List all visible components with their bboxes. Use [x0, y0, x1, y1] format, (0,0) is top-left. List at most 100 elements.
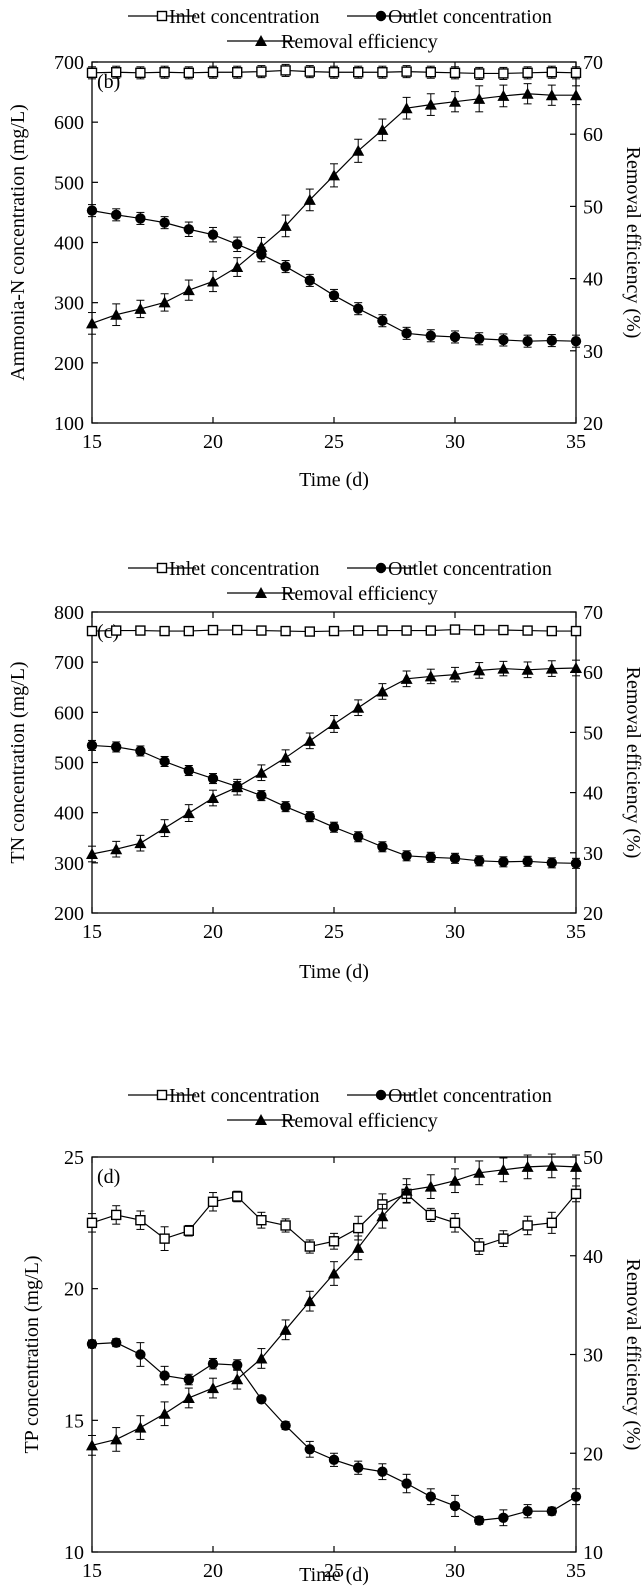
series-2	[86, 83, 582, 335]
plot-frame	[91, 61, 577, 424]
y-tick-label: 100	[54, 413, 84, 435]
x-axis-label: Time (d)	[299, 469, 369, 491]
data-point	[400, 1184, 413, 1196]
data-point	[449, 67, 461, 79]
x-tick-label: 25	[324, 1560, 344, 1582]
legend-entry-1: Outlet concentration	[347, 6, 552, 28]
data-point	[158, 822, 171, 834]
data-point	[86, 1439, 98, 1451]
data-point	[449, 668, 461, 680]
data-point	[280, 1420, 291, 1431]
series-0	[86, 1184, 582, 1255]
data-point	[522, 335, 533, 347]
x-tick-label: 20	[203, 1560, 223, 1582]
series-0	[86, 624, 582, 637]
y-axis-label: TN concentration (mg/L)	[7, 661, 29, 863]
data-point	[280, 625, 291, 637]
x-tick-label: 20	[203, 431, 223, 453]
data-point	[521, 663, 534, 675]
data-point	[110, 1433, 123, 1445]
data-point	[498, 1233, 509, 1244]
data-point	[570, 67, 582, 79]
y-tick-label: 20	[64, 1279, 84, 1301]
x-tick-label: 30	[445, 431, 465, 453]
data-point	[546, 335, 557, 346]
y2-tick-label: 20	[583, 903, 603, 925]
data-point	[255, 766, 268, 778]
data-point	[304, 811, 315, 822]
data-point	[182, 807, 195, 819]
data-point	[255, 1352, 268, 1364]
data-point	[207, 67, 219, 78]
data-point	[425, 625, 436, 636]
data-point	[474, 1241, 485, 1252]
data-point	[570, 1188, 582, 1200]
data-point	[304, 275, 315, 286]
legend-entry-1: Outlet concentration	[347, 558, 552, 580]
data-point	[328, 1236, 340, 1247]
data-point	[474, 624, 485, 636]
y2-tick-label: 20	[583, 1443, 603, 1465]
data-point	[328, 290, 340, 301]
data-point	[134, 837, 147, 849]
data-point	[256, 790, 267, 801]
data-point	[425, 1209, 436, 1221]
legend-marker	[255, 1114, 267, 1125]
data-point	[159, 1233, 170, 1244]
data-point	[400, 102, 413, 114]
data-point	[304, 66, 315, 77]
data-point	[135, 67, 146, 79]
data-point	[376, 1210, 389, 1222]
data-point	[303, 193, 316, 205]
data-point	[401, 625, 412, 636]
series-1	[86, 739, 582, 869]
legend-label: Outlet concentration	[388, 6, 552, 28]
data-point	[231, 1191, 243, 1202]
data-point	[280, 1220, 291, 1231]
data-point	[377, 841, 388, 852]
data-point	[182, 284, 195, 296]
data-point	[353, 1222, 364, 1234]
data-point	[353, 831, 364, 842]
legend-entry-0: Inlet concentration	[128, 558, 320, 580]
legend-marker	[156, 1089, 168, 1101]
legend-label: Removal efficiency	[281, 583, 438, 605]
data-point	[183, 1374, 194, 1385]
y2-tick-label: 20	[583, 413, 603, 435]
data-point	[231, 781, 244, 793]
data-point	[522, 67, 533, 79]
y-tick-label: 700	[54, 652, 84, 674]
x-tick-label: 35	[566, 1560, 586, 1582]
data-point	[328, 1454, 340, 1466]
data-point	[232, 239, 243, 250]
y-tick-label: 600	[54, 112, 84, 134]
data-point	[135, 745, 146, 757]
data-point	[183, 224, 194, 235]
data-point	[110, 67, 122, 78]
data-point	[449, 1174, 461, 1186]
data-point	[231, 67, 243, 78]
legend-entry-2: Removal efficiency	[227, 31, 438, 53]
legend-entry-1: Outlet concentration	[347, 1085, 552, 1107]
data-point	[353, 303, 364, 314]
data-point	[400, 672, 413, 684]
y-tick-label: 10	[64, 1542, 84, 1564]
legend-entry-2: Removal efficiency	[227, 583, 438, 605]
y-tick-label: 25	[64, 1147, 84, 1169]
legend-marker	[156, 10, 168, 22]
x-tick-label: 20	[203, 921, 223, 943]
data-point	[449, 1217, 461, 1229]
data-point	[425, 330, 436, 341]
legend-label: Outlet concentration	[388, 558, 552, 580]
y2-tick-label: 40	[583, 269, 603, 291]
data-point	[135, 625, 146, 636]
data-point	[352, 1241, 365, 1253]
data-point	[546, 625, 557, 637]
data-point	[570, 625, 582, 637]
data-point	[183, 765, 194, 776]
legend-marker	[375, 10, 387, 22]
legend-entry-0: Inlet concentration	[128, 1085, 320, 1107]
data-point	[110, 1209, 122, 1221]
data-point	[207, 792, 219, 804]
legend-label: Removal efficiency	[281, 1110, 438, 1132]
